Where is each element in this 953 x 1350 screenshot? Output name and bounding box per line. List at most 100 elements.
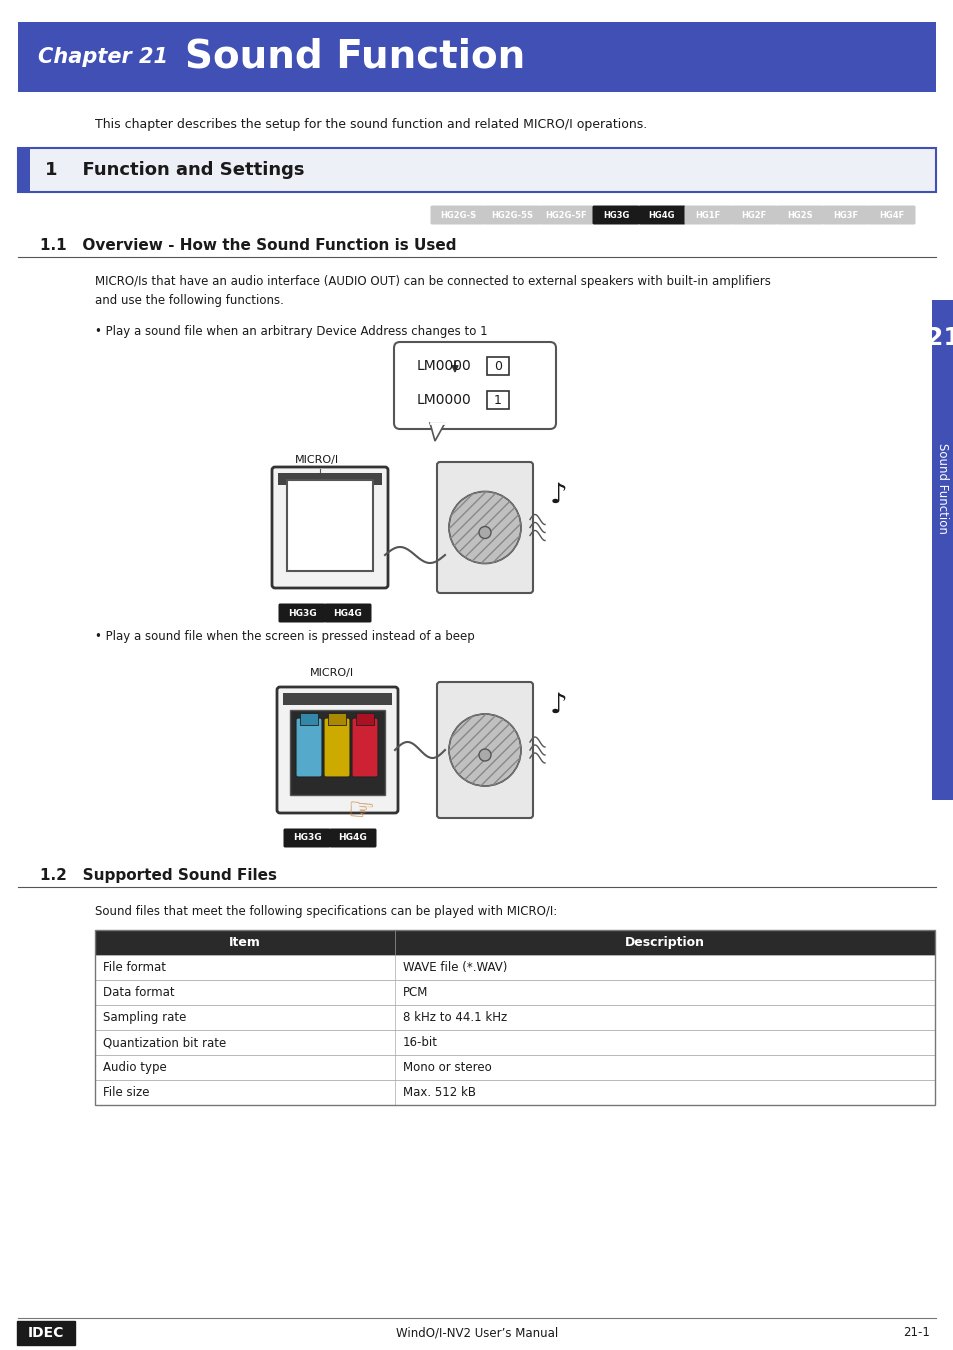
FancyBboxPatch shape — [352, 718, 377, 778]
FancyBboxPatch shape — [329, 829, 376, 848]
Text: File format: File format — [103, 961, 166, 973]
FancyBboxPatch shape — [537, 205, 593, 224]
FancyBboxPatch shape — [436, 682, 533, 818]
Text: HG2G-5S: HG2G-5S — [491, 211, 533, 220]
Text: ♪: ♪ — [550, 481, 567, 509]
FancyBboxPatch shape — [299, 713, 317, 725]
Polygon shape — [430, 423, 444, 441]
Text: • Play a sound file when the screen is pressed instead of a beep: • Play a sound file when the screen is p… — [95, 630, 475, 643]
Text: HG1F: HG1F — [695, 211, 720, 220]
Circle shape — [449, 714, 520, 786]
FancyBboxPatch shape — [18, 148, 935, 192]
Text: Audio type: Audio type — [103, 1061, 167, 1075]
Text: HG4G: HG4G — [648, 211, 675, 220]
FancyBboxPatch shape — [484, 205, 539, 224]
Text: 1    Function and Settings: 1 Function and Settings — [45, 161, 304, 180]
FancyBboxPatch shape — [430, 205, 485, 224]
Text: 1.2   Supported Sound Files: 1.2 Supported Sound Files — [40, 868, 276, 883]
Text: MICRO/I: MICRO/I — [310, 668, 354, 678]
FancyBboxPatch shape — [436, 462, 533, 593]
FancyBboxPatch shape — [95, 1004, 934, 1030]
Text: Sampling rate: Sampling rate — [103, 1011, 186, 1025]
Text: ♪: ♪ — [550, 691, 567, 720]
FancyBboxPatch shape — [295, 718, 322, 778]
FancyBboxPatch shape — [95, 980, 934, 1004]
Text: HG2F: HG2F — [740, 211, 766, 220]
FancyBboxPatch shape — [95, 1030, 934, 1054]
FancyBboxPatch shape — [867, 205, 915, 224]
Text: HG4F: HG4F — [879, 211, 903, 220]
Text: HG3G: HG3G — [602, 211, 629, 220]
Text: HG4G: HG4G — [334, 609, 362, 617]
FancyBboxPatch shape — [821, 205, 868, 224]
Text: This chapter describes the setup for the sound function and related MICRO/I oper: This chapter describes the setup for the… — [95, 117, 646, 131]
FancyBboxPatch shape — [277, 472, 381, 485]
Text: 1: 1 — [494, 393, 501, 406]
Text: 8 kHz to 44.1 kHz: 8 kHz to 44.1 kHz — [402, 1011, 507, 1025]
FancyBboxPatch shape — [730, 205, 777, 224]
FancyBboxPatch shape — [95, 1054, 934, 1080]
Text: HG2G-5F: HG2G-5F — [544, 211, 586, 220]
FancyBboxPatch shape — [684, 205, 731, 224]
Text: 21: 21 — [924, 325, 953, 350]
Circle shape — [478, 526, 491, 539]
Text: • Play a sound file when an arbitrary Device Address changes to 1: • Play a sound file when an arbitrary De… — [95, 325, 487, 338]
Text: PCM: PCM — [402, 986, 428, 999]
Text: MICRO/Is that have an audio interface (AUDIO OUT) can be connected to external s: MICRO/Is that have an audio interface (A… — [95, 275, 770, 306]
Text: LM0000: LM0000 — [416, 393, 471, 406]
FancyBboxPatch shape — [95, 930, 934, 954]
FancyBboxPatch shape — [272, 467, 388, 589]
Text: Chapter 21: Chapter 21 — [38, 47, 168, 68]
Text: WAVE file (*.WAV): WAVE file (*.WAV) — [402, 961, 507, 973]
FancyBboxPatch shape — [486, 356, 509, 375]
Text: LM0000: LM0000 — [416, 359, 471, 373]
FancyBboxPatch shape — [276, 687, 397, 813]
Text: HG2G-S: HG2G-S — [439, 211, 476, 220]
FancyBboxPatch shape — [931, 300, 953, 801]
FancyBboxPatch shape — [394, 342, 556, 429]
Text: HG3G: HG3G — [288, 609, 316, 617]
Text: HG4G: HG4G — [338, 833, 367, 842]
FancyBboxPatch shape — [355, 713, 374, 725]
Text: Quantization bit rate: Quantization bit rate — [103, 1035, 226, 1049]
Text: Sound Function: Sound Function — [936, 443, 948, 533]
FancyBboxPatch shape — [486, 392, 509, 409]
FancyBboxPatch shape — [17, 1322, 75, 1345]
Text: Mono or stereo: Mono or stereo — [402, 1061, 491, 1075]
Text: WindO/I-NV2 User’s Manual: WindO/I-NV2 User’s Manual — [395, 1327, 558, 1339]
Text: 21-1: 21-1 — [902, 1327, 929, 1339]
FancyBboxPatch shape — [324, 718, 350, 778]
Text: Sound Function: Sound Function — [185, 38, 525, 76]
FancyBboxPatch shape — [638, 205, 685, 224]
Text: Data format: Data format — [103, 986, 174, 999]
Text: 16-bit: 16-bit — [402, 1035, 437, 1049]
FancyBboxPatch shape — [592, 205, 639, 224]
FancyBboxPatch shape — [18, 22, 935, 92]
FancyBboxPatch shape — [18, 148, 30, 192]
Circle shape — [449, 491, 520, 563]
Text: Sound files that meet the following specifications can be played with MICRO/I:: Sound files that meet the following spec… — [95, 904, 557, 918]
Text: Item: Item — [229, 936, 261, 949]
FancyBboxPatch shape — [776, 205, 822, 224]
FancyBboxPatch shape — [278, 603, 325, 622]
Text: HG3F: HG3F — [833, 211, 858, 220]
FancyBboxPatch shape — [95, 954, 934, 980]
FancyBboxPatch shape — [283, 693, 392, 705]
Circle shape — [478, 749, 491, 761]
Text: Max. 512 kB: Max. 512 kB — [402, 1085, 476, 1099]
FancyBboxPatch shape — [290, 710, 385, 795]
Text: IDEC: IDEC — [28, 1326, 64, 1341]
FancyBboxPatch shape — [328, 713, 346, 725]
Text: 1.1   Overview - How the Sound Function is Used: 1.1 Overview - How the Sound Function is… — [40, 238, 456, 252]
FancyBboxPatch shape — [287, 481, 373, 571]
FancyBboxPatch shape — [324, 603, 371, 622]
FancyBboxPatch shape — [283, 829, 330, 848]
FancyBboxPatch shape — [95, 1080, 934, 1106]
Text: MICRO/I: MICRO/I — [294, 455, 338, 464]
Text: Description: Description — [624, 936, 704, 949]
Text: HG3G: HG3G — [293, 833, 321, 842]
Text: HG2S: HG2S — [786, 211, 812, 220]
Text: 0: 0 — [494, 359, 501, 373]
Text: ☞: ☞ — [345, 796, 375, 828]
Text: File size: File size — [103, 1085, 150, 1099]
